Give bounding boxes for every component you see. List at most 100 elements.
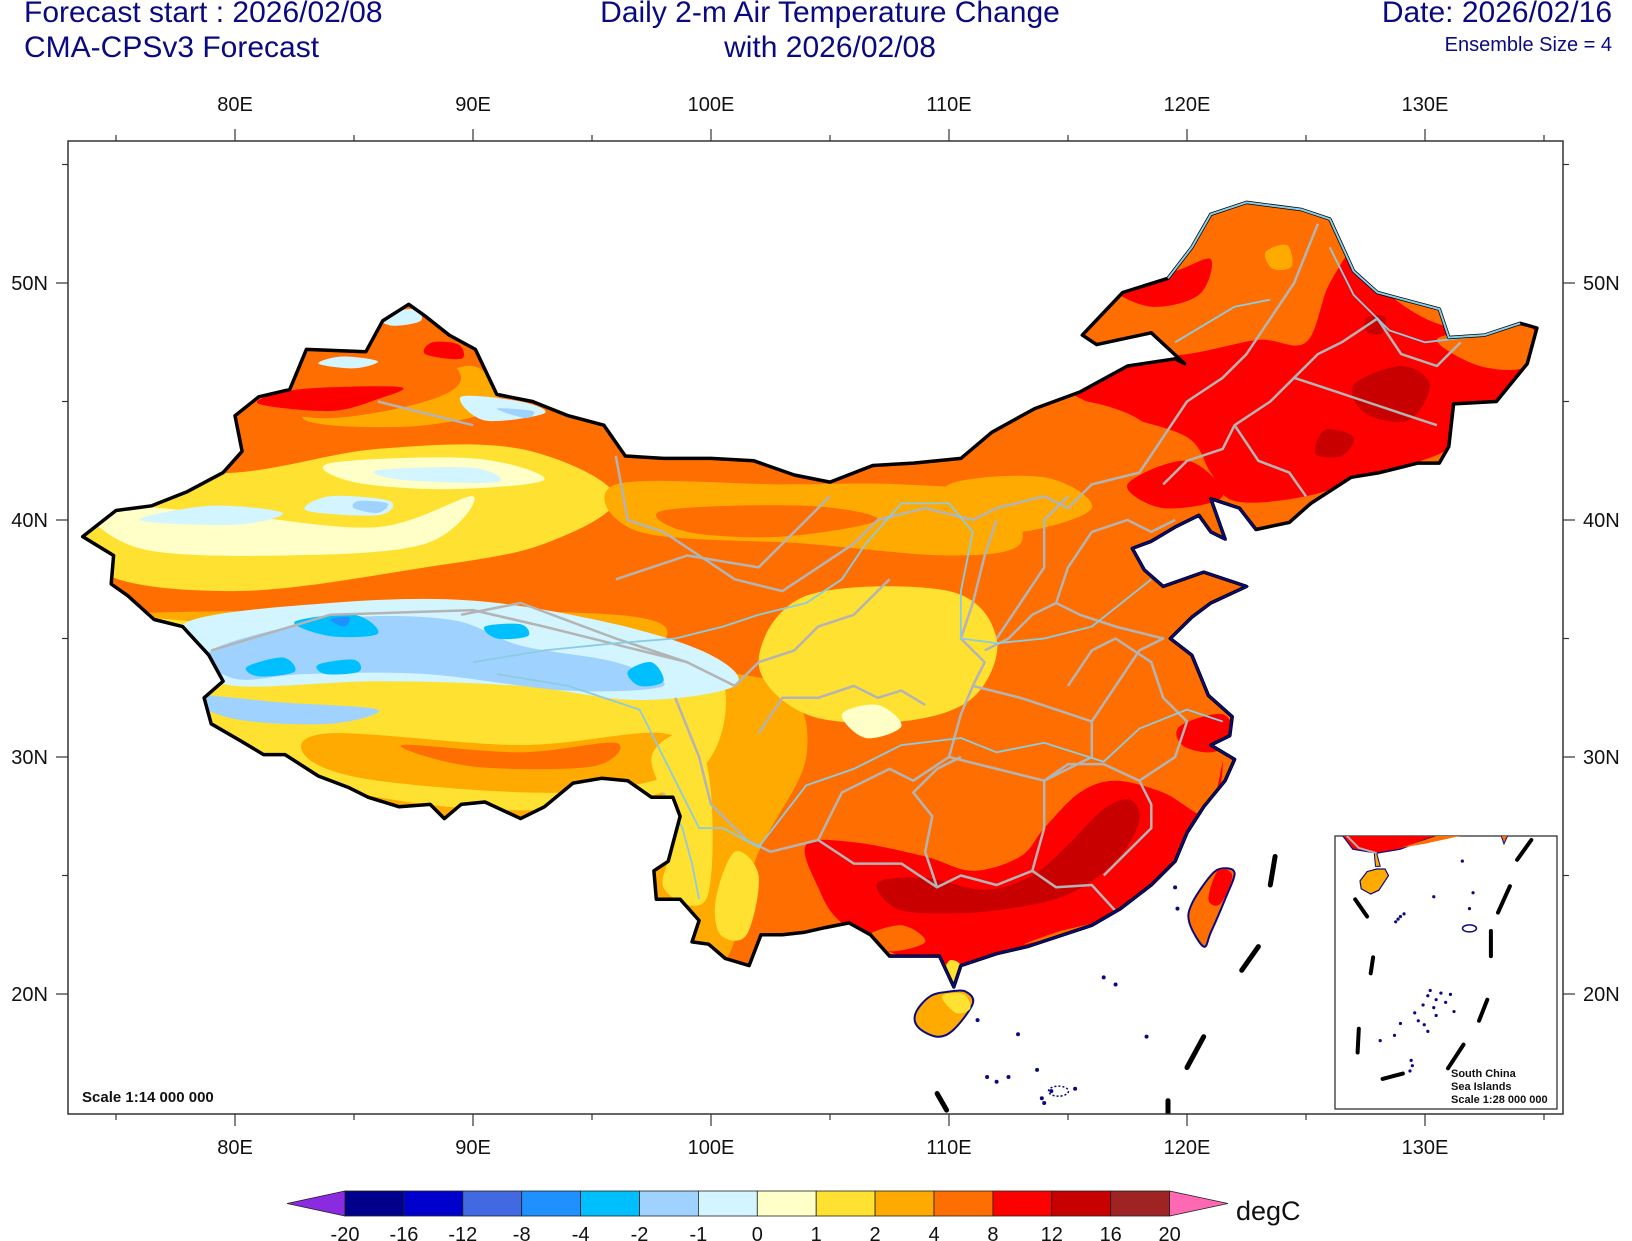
lon-label-top: 80E bbox=[217, 94, 253, 116]
colorbar-label: 8 bbox=[987, 1224, 998, 1241]
province-boundary bbox=[995, 495, 1069, 640]
river bbox=[1174, 298, 1271, 344]
temperature-contour bbox=[186, 694, 380, 725]
colorbar-label: -4 bbox=[572, 1224, 590, 1241]
temperature-contour bbox=[245, 657, 296, 677]
lat-label-left: 40N bbox=[11, 510, 48, 532]
temperature-contour bbox=[1351, 366, 1430, 423]
inset-island-dot bbox=[1432, 895, 1436, 899]
inset-island-dot bbox=[1426, 1029, 1430, 1033]
temperature-contour bbox=[627, 661, 664, 687]
temperature-field bbox=[82, 202, 1537, 987]
map-frame bbox=[67, 140, 1564, 1115]
temperature-contour bbox=[1061, 400, 1164, 457]
hainan-warm-patch bbox=[941, 993, 971, 1014]
dash-segment bbox=[1267, 854, 1278, 888]
island-dot bbox=[1144, 1034, 1149, 1039]
colorbar-box bbox=[992, 1190, 1053, 1217]
temperature-contour bbox=[651, 731, 713, 906]
province-boundary bbox=[984, 601, 1165, 723]
inset-island-dot bbox=[1398, 1021, 1403, 1026]
province-boundary bbox=[1054, 518, 1176, 604]
province-boundaries bbox=[210, 223, 1485, 912]
lat-label-left: 30N bbox=[11, 747, 48, 769]
colorbar-box bbox=[521, 1190, 582, 1217]
temperature-contour bbox=[1127, 460, 1224, 509]
province-boundary bbox=[912, 755, 962, 888]
temperature-contour bbox=[496, 408, 535, 419]
colorbar-label: 1 bbox=[811, 1224, 822, 1241]
colorbar-box bbox=[344, 1190, 405, 1217]
island-dot bbox=[985, 1074, 990, 1079]
province-boundary bbox=[460, 578, 891, 688]
temperature-contour bbox=[1198, 204, 1297, 336]
coastline bbox=[889, 497, 1257, 990]
inset-island-dot bbox=[1452, 1009, 1456, 1014]
colorbar-label: 20 bbox=[1158, 1224, 1180, 1241]
inset-coast-band bbox=[1400, 836, 1460, 848]
province-boundary bbox=[1162, 376, 1438, 486]
lon-label-top: 130E bbox=[1402, 94, 1449, 116]
lat-label-right: 20N bbox=[1583, 984, 1620, 1006]
colorbar-box bbox=[639, 1190, 699, 1217]
ensemble-size-label: Ensemble Size = 4 bbox=[1444, 34, 1612, 56]
amur-river-border bbox=[1167, 201, 1521, 339]
islands bbox=[913, 867, 1236, 1106]
inset-dash bbox=[1368, 955, 1376, 976]
colorbar-box bbox=[403, 1190, 464, 1217]
inset-label-3: Scale 1:28 000 000 bbox=[1451, 1094, 1548, 1106]
colorbar-units: degC bbox=[1236, 1196, 1301, 1226]
island-atoll bbox=[1047, 1085, 1070, 1097]
colorbar-underflow-triangle bbox=[286, 1190, 346, 1217]
province-boundary bbox=[615, 495, 831, 581]
lon-label-bottom: 130E bbox=[1402, 1137, 1449, 1159]
island-dot bbox=[1175, 906, 1180, 911]
inset-island-dot bbox=[1432, 1006, 1436, 1010]
inset-dash bbox=[1446, 1042, 1466, 1071]
lon-label-top: 110E bbox=[926, 94, 971, 116]
colorbar-label: 16 bbox=[1100, 1224, 1122, 1241]
temperature-contour bbox=[139, 505, 283, 525]
lon-label-bottom: 110E bbox=[926, 1137, 971, 1159]
island-dot bbox=[1073, 1086, 1078, 1091]
province-boundary bbox=[817, 838, 1117, 912]
dash-segment bbox=[934, 1091, 950, 1113]
inset-island-dot bbox=[1396, 917, 1400, 921]
inset-island-dot bbox=[1439, 991, 1443, 995]
colorbar-label: -2 bbox=[631, 1224, 649, 1241]
inset-hot-patch bbox=[1329, 811, 1347, 824]
colorbar-label: 12 bbox=[1041, 1224, 1063, 1241]
lat-label-left: 20N bbox=[11, 984, 48, 1006]
island-dot bbox=[994, 1079, 999, 1084]
province-boundary bbox=[210, 608, 688, 664]
chart-title: Daily 2-m Air Temperature Change bbox=[600, 0, 1060, 29]
inset-island-dot bbox=[1460, 859, 1464, 863]
lon-label-bottom: 90E bbox=[455, 1137, 491, 1159]
inset-island-dot bbox=[1422, 1023, 1426, 1027]
lon-label-top: 120E bbox=[1164, 94, 1211, 116]
taiwan-hot-patch bbox=[1208, 869, 1233, 906]
river bbox=[472, 502, 1152, 664]
inset-label-1: South China bbox=[1451, 1068, 1517, 1080]
lat-label-right: 50N bbox=[1583, 273, 1620, 295]
temperature-contour bbox=[400, 742, 621, 770]
lon-label-bottom: 100E bbox=[688, 1137, 735, 1159]
inset-island-dot bbox=[1392, 1033, 1397, 1037]
inset-dash bbox=[1515, 838, 1534, 862]
colorbar-label: -1 bbox=[690, 1224, 708, 1241]
river bbox=[496, 673, 1223, 849]
inset-island-dot bbox=[1444, 1000, 1448, 1004]
island-dot bbox=[975, 1018, 980, 1023]
model-label: CMA-CPSv3 Forecast bbox=[24, 31, 320, 64]
river bbox=[1328, 246, 1485, 344]
colorbar-overflow-triangle bbox=[1169, 1190, 1229, 1217]
inset-island-dot bbox=[1426, 994, 1430, 998]
colorbar-box bbox=[756, 1190, 817, 1217]
lat-label-right: 40N bbox=[1583, 510, 1620, 532]
colorbar-label: -12 bbox=[448, 1224, 477, 1241]
province-boundary bbox=[674, 519, 998, 854]
inset-island-dot bbox=[1448, 992, 1453, 997]
lon-label-top: 90E bbox=[455, 94, 491, 116]
temperature-contour bbox=[352, 500, 389, 514]
